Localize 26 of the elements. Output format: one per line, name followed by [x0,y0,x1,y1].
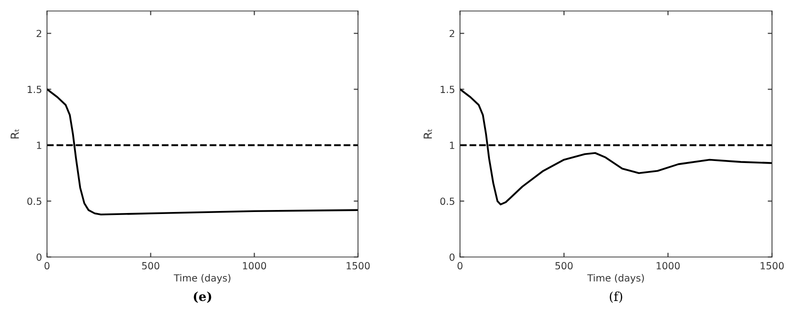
y-tick-label: 1.5 [440,86,454,94]
x-axis-title: Time (days) [587,274,644,284]
y-tick-label: 0 [450,253,454,261]
x-tick-label: 1500 [346,262,370,270]
y-tick-label: 1 [37,142,42,149]
y-tick-label: 1 [450,142,454,149]
text: (e) [194,291,212,303]
y-tick-label: 2 [36,30,42,38]
line-series [460,88,772,206]
x-tick-label: 1000 [656,262,680,270]
y-tick-label: 0 [36,253,42,261]
y-axis-title: Rₜ [424,129,432,138]
y-tick-label: 2 [450,30,454,38]
text: (f) [610,291,622,303]
y-tick-label: 1.5 [28,86,42,94]
y-tick-label: 0.5 [440,198,454,205]
y-tick-label: 0.5 [27,198,42,205]
x-tick-label: 1000 [243,262,266,270]
y-axis-title: Rₜ [10,129,19,138]
x-tick-label: 0 [44,262,50,270]
x-tick-label: 0 [458,262,462,270]
line-series [47,88,358,216]
x-tick-label: 500 [555,262,573,270]
x-axis-title: Time (days) [174,274,230,284]
x-tick-label: 500 [142,262,160,270]
x-tick-label: 1500 [760,262,784,270]
